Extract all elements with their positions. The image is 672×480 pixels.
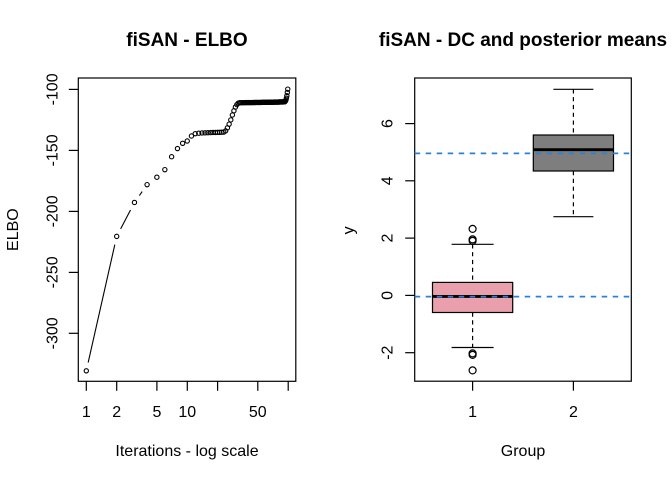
svg-text:5: 5 bbox=[152, 404, 161, 421]
svg-text:1: 1 bbox=[468, 404, 477, 421]
svg-text:Group: Group bbox=[501, 443, 546, 460]
svg-text:2: 2 bbox=[569, 404, 578, 421]
svg-text:0: 0 bbox=[379, 291, 396, 300]
svg-text:-250: -250 bbox=[45, 256, 62, 288]
svg-text:10: 10 bbox=[178, 404, 196, 421]
svg-text:y: y bbox=[341, 226, 358, 234]
svg-text:1: 1 bbox=[82, 404, 91, 421]
svg-text:ELBO: ELBO bbox=[5, 208, 22, 251]
svg-text:-300: -300 bbox=[45, 317, 62, 349]
svg-text:50: 50 bbox=[249, 404, 267, 421]
svg-text:4: 4 bbox=[379, 176, 396, 185]
svg-text:-200: -200 bbox=[45, 195, 62, 227]
svg-text:-100: -100 bbox=[45, 73, 62, 105]
svg-text:2: 2 bbox=[112, 404, 121, 421]
svg-text:-150: -150 bbox=[45, 134, 62, 166]
svg-text:2: 2 bbox=[379, 234, 396, 243]
svg-text:Iterations - log scale: Iterations - log scale bbox=[115, 443, 258, 460]
svg-text:fiSAN - ELBO: fiSAN - ELBO bbox=[126, 30, 247, 51]
svg-text:fiSAN - DC and posterior means: fiSAN - DC and posterior means bbox=[379, 30, 667, 51]
svg-text:6: 6 bbox=[379, 119, 396, 128]
svg-text:-2: -2 bbox=[379, 345, 396, 359]
